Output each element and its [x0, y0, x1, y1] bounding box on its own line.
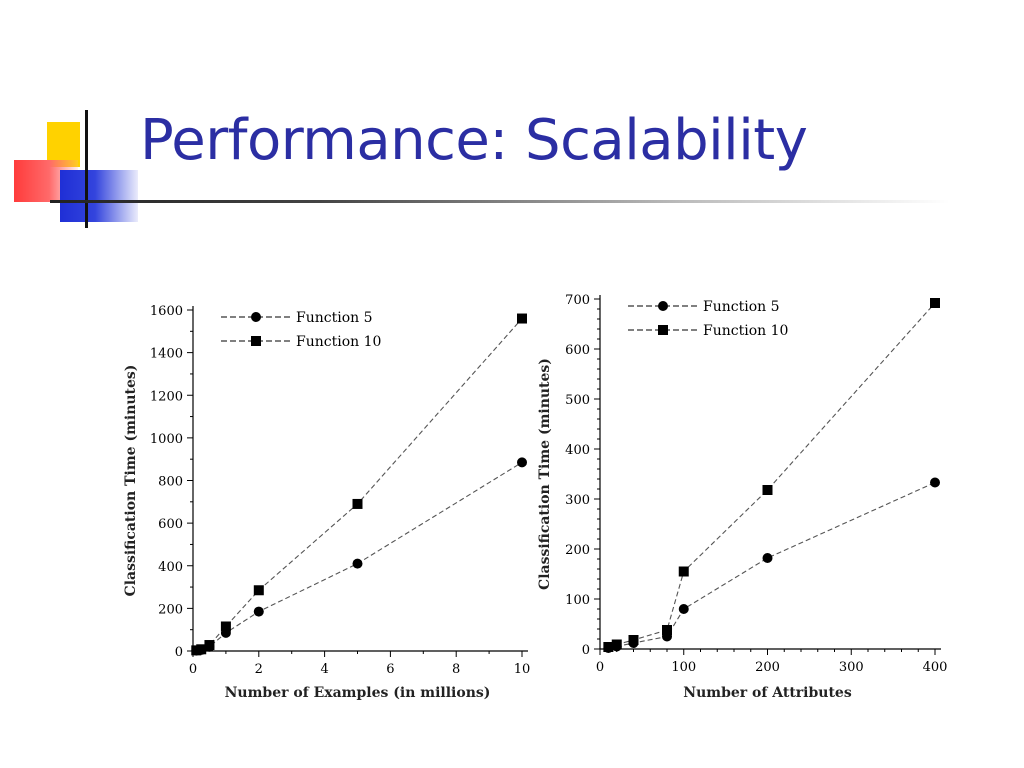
chart0-x-tick-label: 2: [255, 662, 263, 677]
title-accent-yellow-square: [47, 122, 80, 167]
chart0-y-tick-label: 1000: [150, 432, 183, 447]
chart0-series-1-line: [196, 318, 523, 651]
chart0-series-1-point: [517, 313, 527, 324]
chart0-legend-marker-1: [251, 336, 261, 346]
chart1-legend-label-0: Function 5: [703, 299, 780, 315]
chart1-y-tick-label: 500: [565, 393, 590, 408]
chart1-series-0-line: [608, 481, 936, 649]
chart1-x-tick-label: 100: [671, 660, 696, 675]
chart1-x-tick-label: 0: [596, 660, 604, 675]
chart0-y-tick-label: 600: [158, 517, 183, 532]
chart1-series-1-line: [608, 302, 936, 648]
chart0-legend-marker-0: [251, 312, 261, 322]
chart0-x-tick-label: 4: [320, 662, 328, 677]
chart0-y-tick-label: 200: [158, 602, 183, 617]
chart0-series-0-point: [352, 558, 363, 569]
chart1-series-1-point: [762, 485, 773, 495]
chart0-series-0-point: [253, 606, 264, 617]
chart1-y-tick-label: 200: [565, 543, 590, 558]
chart1-legend-marker-0: [658, 301, 668, 311]
chart0-series-1-point: [204, 640, 215, 651]
chart0-series-1-point: [352, 498, 363, 509]
chart1-y-axis-label: Classification Time (minutes): [537, 358, 553, 590]
title-underline-rule: [50, 200, 950, 203]
chart1-x-tick-label: 200: [755, 660, 780, 675]
chart1-series-0-point: [678, 604, 689, 614]
chart0-y-tick-label: 1600: [150, 304, 183, 319]
chart0-series-1-point: [253, 585, 264, 596]
chart0-series-1-point: [196, 644, 207, 655]
chart1-legend-label-1: Function 10: [703, 323, 788, 339]
chart1-series-1-point: [662, 625, 672, 635]
chart0-y-tick-label: 400: [158, 560, 183, 575]
chart0-x-tick-label: 10: [514, 662, 531, 677]
chart1-x-tick-label: 300: [839, 660, 864, 675]
title-accent-vertical-rule: [85, 110, 88, 228]
chart0-legend-label-0: Function 5: [296, 310, 373, 326]
chart0-series-1-point: [220, 621, 231, 632]
chart0-legend-label-1: Function 10: [296, 334, 381, 350]
chart-examples-vs-time: 0 2 4 6 8 10 0 200 400 600 800 1000 1200 1400 1600 Numb…: [123, 304, 530, 701]
chart1-x-axis-label: Number of Attributes: [683, 685, 852, 701]
chart0-x-tick-label: 8: [452, 662, 460, 677]
chart1-x-tick-label: 400: [923, 660, 948, 675]
chart-attributes-vs-time: 0 100 200 300 400 0 100 200 300 400 500 600 700 Numbe…: [537, 293, 947, 701]
chart1-y-tick-label: 400: [565, 443, 590, 458]
chart1-series-1-point: [930, 298, 940, 308]
slide-title: Performance: Scalability: [140, 108, 808, 173]
chart0-series-0-point: [517, 457, 527, 468]
chart0-y-tick-label: 1200: [150, 389, 183, 404]
chart1-y-tick-label: 700: [565, 293, 590, 308]
chart1-legend-marker-1: [658, 325, 668, 335]
chart0-series-0-line: [196, 461, 523, 652]
chart0-y-tick-label: 1400: [150, 347, 183, 362]
chart1-series-1-point: [678, 566, 689, 577]
chart0-y-tick-label: 0: [175, 645, 183, 660]
chart1-series-1-point: [628, 635, 639, 645]
chart1-y-tick-label: 0: [582, 643, 590, 658]
chart1-series-1-point: [611, 639, 622, 650]
chart1-y-tick-label: 300: [565, 493, 590, 508]
chart0-y-axis-label: Classification Time (minutes): [123, 365, 139, 597]
chart1-y-tick-label: 600: [565, 343, 590, 358]
chart0-y-tick-label: 800: [158, 475, 183, 490]
chart0-x-tick-label: 6: [386, 662, 394, 677]
chart0-x-tick-label: 0: [189, 662, 197, 677]
title-accent-blue-square: [60, 170, 138, 222]
chart1-series-1-point: [603, 642, 614, 652]
chart0-x-axis-label: Number of Examples (in millions): [225, 685, 491, 701]
chart1-series-0-point: [930, 477, 940, 488]
chart1-series-0-point: [762, 553, 773, 563]
chart1-y-tick-label: 100: [565, 593, 590, 608]
